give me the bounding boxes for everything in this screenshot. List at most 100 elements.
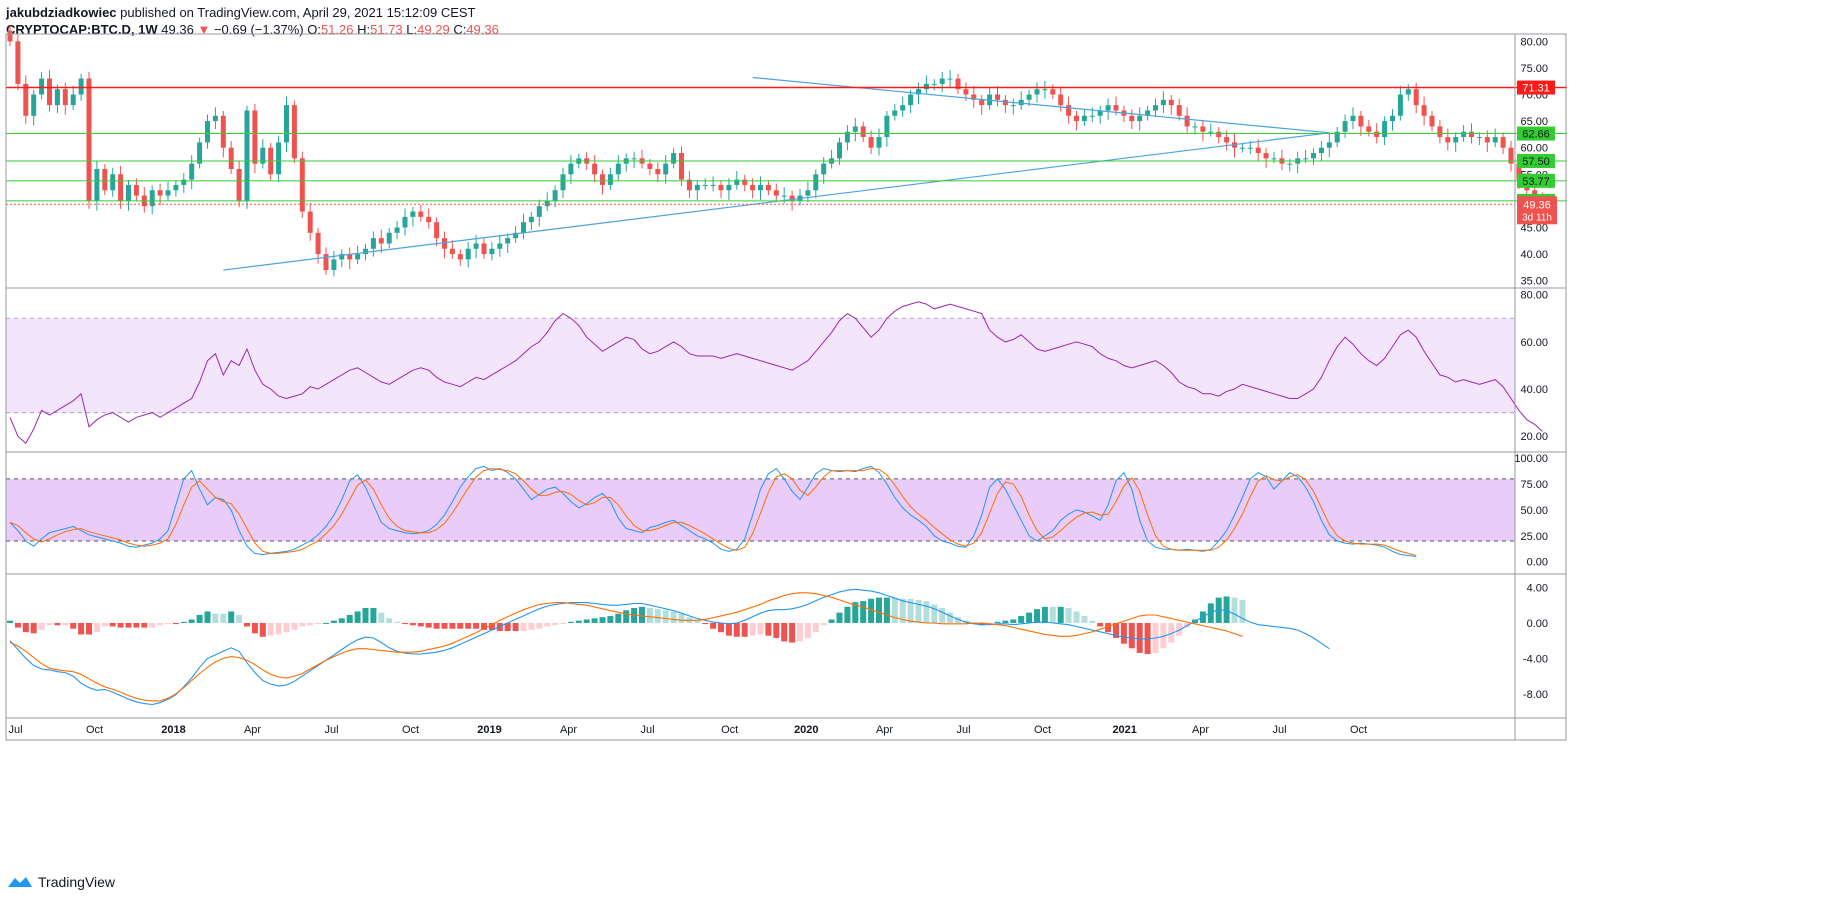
macd-hist-bar: [259, 622, 266, 637]
macd-hist-bar: [62, 622, 69, 626]
macd-hist-bar: [1073, 611, 1080, 623]
candle: [1145, 110, 1151, 116]
level-badge-2[interactable]: [1517, 154, 1555, 168]
time-tick-2: 2018: [161, 724, 185, 736]
candle: [126, 184, 131, 201]
time-tick-4: Jul: [324, 724, 338, 736]
time-tick-7: Apr: [560, 724, 577, 736]
candle: [1137, 115, 1143, 122]
candle: [513, 232, 519, 239]
candle: [1105, 105, 1111, 111]
candle: [679, 153, 684, 180]
rsi-axis-tick-2: 60.00: [1520, 337, 1548, 349]
macd-hist-bar: [386, 618, 393, 623]
macd-hist-bar: [425, 622, 432, 628]
macd-hist-bar: [1081, 616, 1088, 623]
candle: [615, 163, 621, 175]
macd-hist-bar: [1231, 597, 1238, 623]
macd-hist-bar: [1160, 622, 1167, 649]
candle: [750, 184, 756, 191]
candle: [1453, 137, 1459, 143]
rsi-axis-tick-1: 40.00: [1520, 384, 1548, 396]
candle: [821, 163, 827, 175]
macd-hist-bar: [22, 622, 29, 633]
candle: [1492, 137, 1498, 143]
candle: [1239, 147, 1245, 149]
candle: [78, 78, 84, 95]
candle: [813, 174, 819, 191]
macd-axis-tick-3: 4.00: [1527, 583, 1548, 595]
footer: TradingView: [6, 874, 115, 890]
candle: [568, 163, 574, 175]
candle: [426, 216, 432, 223]
macd-line: [9, 588, 1330, 706]
candle: [655, 168, 661, 175]
candle: [1500, 137, 1506, 148]
price-pane[interactable]: 35.0040.0045.0050.0055.0060.0065.0070.00…: [6, 25, 1567, 288]
macd-hist-bar: [575, 620, 582, 623]
candle: [347, 254, 353, 260]
author-name[interactable]: jakubdziadkowiec: [6, 5, 117, 20]
price-axis-tick-0: 35.00: [1520, 276, 1548, 288]
signal-line: [9, 592, 1243, 702]
candle: [916, 89, 921, 95]
open-label: O:: [307, 22, 321, 37]
macd-hist-bar: [1207, 603, 1214, 623]
level-badge-0[interactable]: [1517, 80, 1555, 95]
macd-hist-bar: [141, 622, 148, 628]
candle: [181, 179, 187, 185]
macd-hist-bar: [323, 622, 329, 624]
candle: [228, 147, 234, 169]
candle: [1042, 89, 1048, 91]
macd-hist-bar: [117, 622, 124, 628]
candle: [647, 163, 653, 169]
candle: [402, 216, 408, 228]
last-price-badge[interactable]: [1517, 196, 1557, 225]
candle: [939, 78, 945, 84]
level-label-2: 57.50: [1522, 156, 1550, 168]
macd-hist-bar: [1089, 620, 1096, 623]
macd-hist-bar: [78, 622, 85, 635]
candle: [1413, 89, 1419, 106]
macd-hist-bar: [907, 598, 914, 623]
candle: [536, 206, 542, 217]
rsi-pane[interactable]: 20.00 40.00 60.00 80.00: [6, 290, 1548, 445]
time-axis[interactable]: Jul Oct 2018 Apr Jul Oct 2019 Apr Jul Oct 2020 Apr J…: [8, 724, 1367, 736]
macd-hist-bar: [623, 610, 630, 623]
candle: [307, 211, 313, 233]
macd-hist-bar: [188, 619, 195, 623]
macd-hist-bar: [1034, 609, 1040, 623]
macd-hist-bar: [409, 622, 416, 626]
level-badge-1[interactable]: [1517, 126, 1555, 141]
macd-hist-bar: [275, 622, 282, 635]
candle: [39, 78, 45, 95]
macd-hist-bar: [244, 622, 250, 627]
time-tick-8: Jul: [640, 724, 654, 736]
price-axis-tick-9: 80.00: [1520, 36, 1548, 48]
stoch-rsi-pane[interactable]: 0.00 25.00 50.00 75.00 100.00: [6, 453, 1548, 569]
candle: [607, 174, 613, 185]
candle: [1287, 163, 1293, 165]
level-label-0: 71.31: [1522, 83, 1550, 95]
candle: [908, 94, 914, 106]
candle: [1129, 115, 1135, 122]
candle: [165, 190, 171, 196]
macd-hist-bar: [1065, 607, 1072, 623]
candle: [631, 158, 637, 160]
macd-hist-bar: [1010, 619, 1017, 623]
symbol-label[interactable]: CRYPTOCAP:BTC.D, 1W: [6, 22, 158, 37]
candle: [995, 94, 1000, 100]
macd-hist-bar: [797, 622, 803, 642]
candle: [1216, 131, 1222, 138]
macd-hist-bar: [236, 614, 243, 623]
last-price-label: 49.36: [1523, 199, 1551, 211]
candle: [497, 243, 503, 249]
macd-hist-bar: [212, 613, 219, 623]
candle: [1437, 126, 1443, 138]
macd-hist-bar: [812, 622, 819, 633]
macd-pane[interactable]: -8.00 -4.00 0.00 4.00: [7, 583, 1548, 706]
level-badge-3[interactable]: [1517, 173, 1555, 188]
macd-hist-bar: [86, 622, 92, 635]
candle: [1097, 110, 1103, 116]
